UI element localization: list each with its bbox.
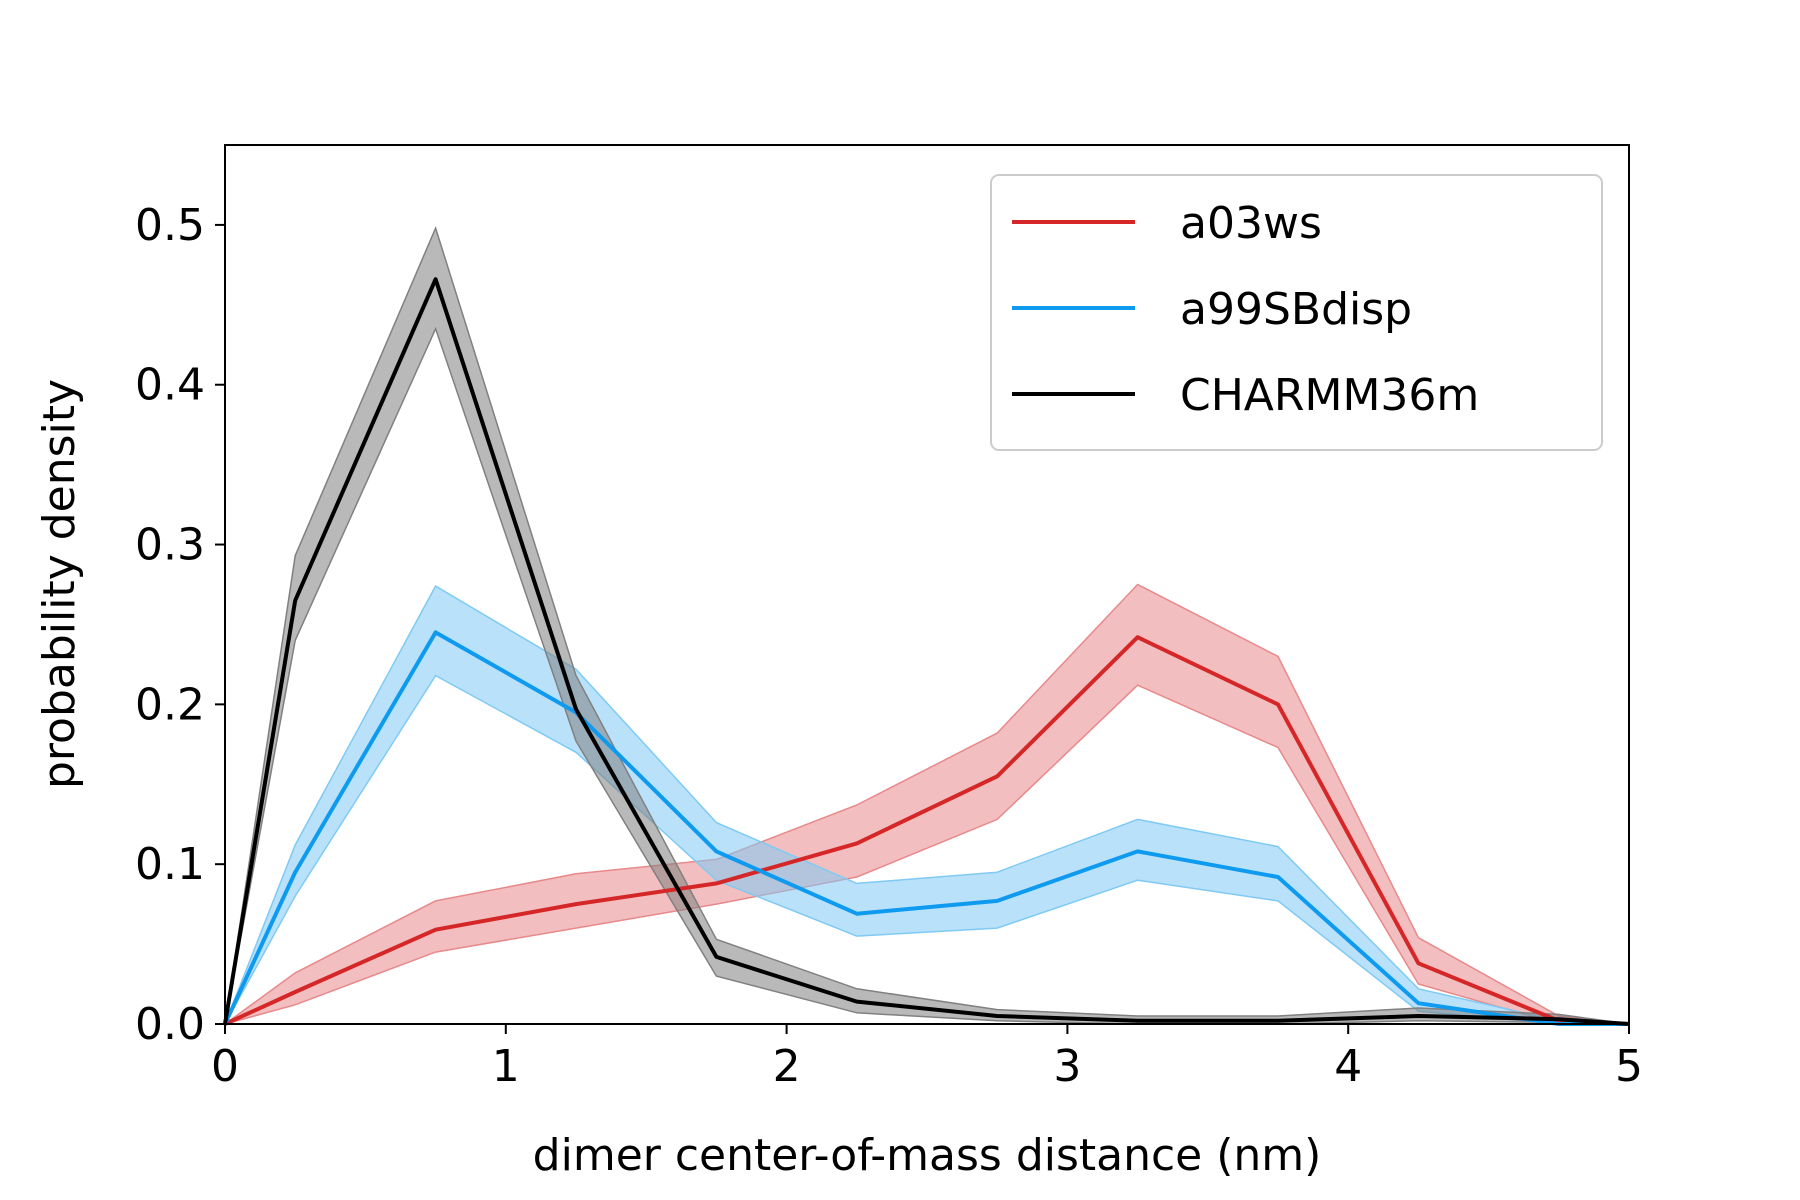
y-tick-label: 0.4 [135,360,205,411]
y-tick-label: 0.5 [135,200,205,251]
legend-box [990,174,1603,451]
legend-label-a99sbdisp: a99SBdisp [1180,284,1412,335]
y-tick-label: 0.0 [135,999,205,1050]
series-line-a03ws [224,635,1630,1026]
x-tick-label: 3 [1053,1041,1081,1092]
legend: a03ws a99SBdisp CHARMM36m [990,174,1603,451]
series-lines [223,277,1630,1026]
x-tick-label: 1 [492,1041,520,1092]
y-axis-ticks: 0.0 0.1 0.2 0.3 0.4 0.5 [135,200,225,1050]
plot-frame [224,144,1630,1025]
legend-label-a03ws: a03ws [1180,198,1322,249]
series-line-charmm36m [223,277,1630,1026]
series-line-a99sbdisp [223,630,1629,1026]
x-tick-label: 2 [773,1041,801,1092]
x-tick-label: 0 [211,1041,239,1092]
y-axis-label: probability density [34,379,85,789]
x-axis-ticks: 0 1 2 3 4 5 [211,1024,1643,1092]
x-axis-label: dimer center-of-mass distance (nm) [533,1130,1322,1181]
y-tick-label: 0.3 [135,520,205,571]
x-tick-label: 4 [1334,1041,1362,1092]
legend-label-charmm36m: CHARMM36m [1180,370,1479,421]
x-tick-label: 5 [1615,1041,1643,1092]
y-tick-label: 0.1 [135,839,205,890]
y-tick-label: 0.2 [135,679,205,730]
